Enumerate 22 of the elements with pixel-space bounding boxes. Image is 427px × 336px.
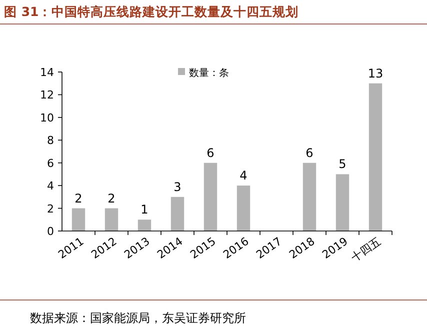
y-tick-label: 8 bbox=[47, 134, 54, 148]
y-tick-label: 2 bbox=[47, 202, 54, 216]
data-label: 2 bbox=[74, 191, 82, 206]
data-label: 6 bbox=[206, 146, 214, 160]
legend-label: 数量：条 bbox=[189, 67, 229, 79]
y-tick-label: 6 bbox=[47, 156, 54, 170]
data-label: 13 bbox=[368, 66, 384, 80]
legend: 数量：条 bbox=[178, 68, 229, 79]
title: 图 31：中国特高压线路建设开工数量及十四五规划 bbox=[4, 4, 299, 19]
y-tick-label: 10 bbox=[40, 111, 54, 124]
y-tick-label: 0 bbox=[47, 225, 54, 238]
source-note: 数据来源：国家能源局，东吴证券研究所 bbox=[30, 311, 246, 325]
y-tick-label: 14 bbox=[40, 66, 54, 79]
data-label: 1 bbox=[140, 202, 148, 217]
data-label: 6 bbox=[306, 146, 314, 160]
y-tick-label: 4 bbox=[47, 180, 54, 193]
y-tick-label: 12 bbox=[40, 88, 54, 102]
data-label: 4 bbox=[240, 168, 248, 183]
data-label: 5 bbox=[338, 157, 346, 172]
data-label: 2 bbox=[108, 191, 116, 206]
data-label: 3 bbox=[174, 180, 182, 194]
x-tick-label: 十四五 bbox=[348, 234, 384, 264]
